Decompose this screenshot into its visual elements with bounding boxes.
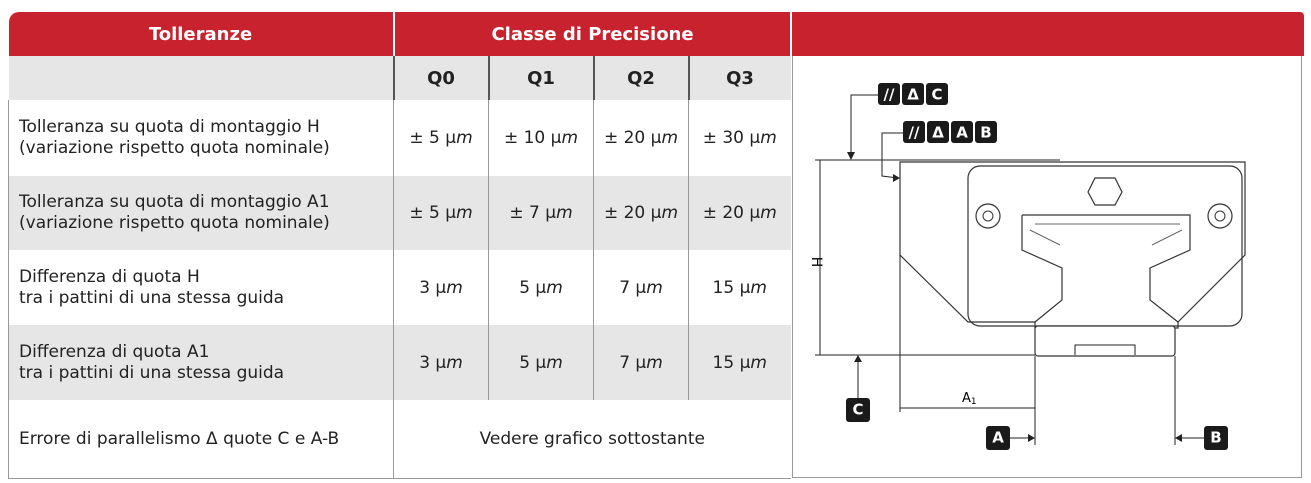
class-header: Q3 bbox=[687, 56, 791, 100]
table-row: Tolleranza su quota di montaggio H (varia… bbox=[8, 100, 791, 176]
row-label-line: tra i pattini di una stessa guida bbox=[19, 287, 285, 308]
value-cell: ± 7 μm bbox=[488, 176, 594, 250]
class-header: Q2 bbox=[592, 56, 689, 100]
value-cell: 15 μm bbox=[687, 250, 791, 325]
tolerance-table: Tolleranze Classe di Precisione Q0 Q1 Q2 Q3… bbox=[8, 12, 791, 479]
row-label-line: (variazione rispetto quota nominale) bbox=[19, 138, 330, 158]
value-cell: ± 20 μm bbox=[593, 176, 689, 250]
value-cell: Vedere grafico sottostante bbox=[392, 400, 791, 479]
header-cell: Tolleranze bbox=[8, 12, 394, 56]
value-cell: ± 5 μm bbox=[393, 176, 489, 250]
value-cell: ± 5 μm bbox=[393, 100, 489, 176]
row-label-line: Differenza di quota A1 bbox=[19, 341, 210, 362]
row-label-line: Differenza di quota H bbox=[19, 266, 200, 287]
cell bbox=[8, 56, 394, 100]
value-cell: 7 μm bbox=[593, 325, 689, 400]
value-cell: ± 20 μm bbox=[593, 100, 689, 176]
page: Tolleranze Classe di Precisione Q0 Q1 Q2 Q3… bbox=[8, 12, 1304, 479]
header-cell: Classe di Precisione bbox=[392, 12, 791, 56]
row-label-line: tra i pattini di una stessa guida bbox=[19, 362, 285, 383]
value-cell: ± 10 μm bbox=[488, 100, 594, 176]
row-label-line: Tolleranza su quota di montaggio H bbox=[19, 117, 320, 137]
table-row: Errore di parallelismo Δ quote C e A-B Ve… bbox=[8, 400, 791, 479]
table-row: Tolleranza su quota di montaggio A1 (vari… bbox=[8, 176, 791, 250]
value-cell: 5 μm bbox=[488, 325, 594, 400]
row-label: Differenza di quota A1 tra i pattini di u… bbox=[8, 325, 394, 400]
row-label-line: (variazione rispetto quota nominale) bbox=[19, 213, 330, 233]
class-header: Q0 bbox=[392, 56, 489, 100]
class-header: Q1 bbox=[487, 56, 594, 100]
value-cell: 3 μm bbox=[393, 250, 489, 325]
value-cell: 5 μm bbox=[488, 250, 594, 325]
row-label-line: Tolleranza su quota di montaggio A1 bbox=[19, 192, 330, 212]
value-cell: 3 μm bbox=[393, 325, 489, 400]
row-label: Errore di parallelismo Δ quote C e A-B bbox=[8, 400, 394, 479]
table-row: Differenza di quota A1 tra i pattini di u… bbox=[8, 325, 791, 400]
header-cell bbox=[790, 12, 1304, 56]
value-cell: ± 30 μm bbox=[687, 100, 791, 176]
row-label: Tolleranza su quota di montaggio A1 (vari… bbox=[8, 176, 394, 250]
value-cell: ± 20 μm bbox=[687, 176, 791, 250]
value-cell: 15 μm bbox=[687, 325, 791, 400]
diagram-frame bbox=[792, 56, 1302, 478]
class-row: Q0 Q1 Q2 Q3 bbox=[8, 56, 791, 100]
value-cell: 7 μm bbox=[593, 250, 689, 325]
row-label: Tolleranza su quota di montaggio H (varia… bbox=[8, 100, 394, 176]
